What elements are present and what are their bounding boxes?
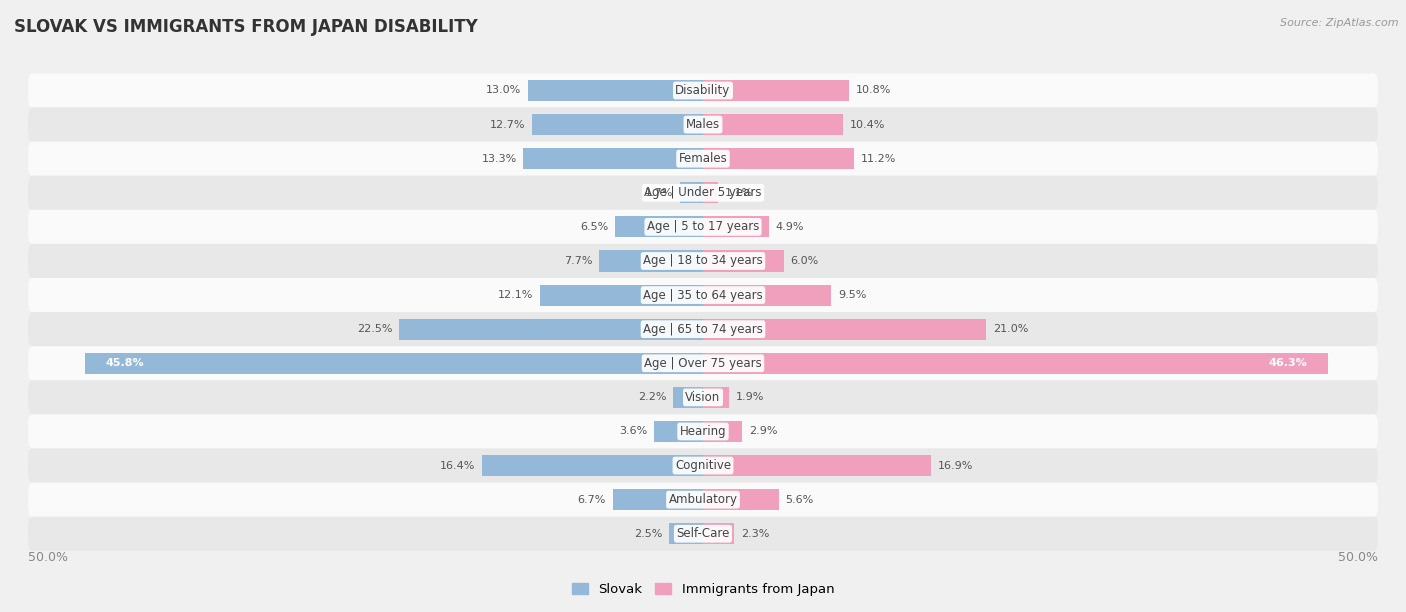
Text: 13.0%: 13.0% (485, 86, 520, 95)
Text: 1.9%: 1.9% (735, 392, 763, 402)
Text: Disability: Disability (675, 84, 731, 97)
Bar (616, 216, 703, 237)
Bar (654, 421, 703, 442)
Text: 16.9%: 16.9% (938, 461, 973, 471)
Bar (613, 489, 703, 510)
Text: Age | 5 to 17 years: Age | 5 to 17 years (647, 220, 759, 233)
Bar (703, 489, 779, 510)
Text: Age | 65 to 74 years: Age | 65 to 74 years (643, 323, 763, 335)
Text: Self-Care: Self-Care (676, 528, 730, 540)
Bar (703, 182, 718, 203)
Bar (703, 148, 855, 170)
Bar (523, 148, 703, 170)
Bar (703, 523, 734, 544)
Text: SLOVAK VS IMMIGRANTS FROM JAPAN DISABILITY: SLOVAK VS IMMIGRANTS FROM JAPAN DISABILI… (14, 18, 478, 36)
Text: 2.9%: 2.9% (749, 427, 778, 436)
Text: 13.3%: 13.3% (481, 154, 517, 163)
Bar (482, 455, 703, 476)
Bar (703, 285, 831, 305)
Text: 3.6%: 3.6% (620, 427, 648, 436)
FancyBboxPatch shape (28, 346, 1378, 380)
Text: 11.2%: 11.2% (860, 154, 896, 163)
Text: Age | 35 to 64 years: Age | 35 to 64 years (643, 289, 763, 302)
FancyBboxPatch shape (28, 176, 1378, 210)
Bar (703, 455, 931, 476)
FancyBboxPatch shape (28, 380, 1378, 414)
FancyBboxPatch shape (28, 210, 1378, 244)
Text: 10.4%: 10.4% (851, 119, 886, 130)
Text: 50.0%: 50.0% (28, 551, 67, 564)
Text: Source: ZipAtlas.com: Source: ZipAtlas.com (1281, 18, 1399, 28)
Bar (703, 216, 769, 237)
Text: 9.5%: 9.5% (838, 290, 866, 300)
Bar (540, 285, 703, 305)
Bar (399, 319, 703, 340)
Text: 22.5%: 22.5% (357, 324, 392, 334)
Text: 4.9%: 4.9% (776, 222, 804, 232)
Text: 2.2%: 2.2% (638, 392, 666, 402)
Bar (84, 353, 703, 374)
Text: 12.1%: 12.1% (498, 290, 533, 300)
Text: 5.6%: 5.6% (786, 494, 814, 505)
Bar (703, 114, 844, 135)
Text: Females: Females (679, 152, 727, 165)
Bar (703, 421, 742, 442)
Text: 1.1%: 1.1% (724, 188, 752, 198)
Legend: Slovak, Immigrants from Japan: Slovak, Immigrants from Japan (567, 578, 839, 602)
Bar (673, 387, 703, 408)
FancyBboxPatch shape (28, 141, 1378, 176)
Bar (703, 319, 987, 340)
Bar (599, 250, 703, 272)
Text: Age | 18 to 34 years: Age | 18 to 34 years (643, 255, 763, 267)
Text: Hearing: Hearing (679, 425, 727, 438)
Bar (527, 80, 703, 101)
Text: 6.5%: 6.5% (581, 222, 609, 232)
FancyBboxPatch shape (28, 312, 1378, 346)
Text: 1.7%: 1.7% (645, 188, 673, 198)
Text: Males: Males (686, 118, 720, 131)
FancyBboxPatch shape (28, 73, 1378, 108)
Text: 16.4%: 16.4% (440, 461, 475, 471)
Text: 7.7%: 7.7% (564, 256, 592, 266)
FancyBboxPatch shape (28, 244, 1378, 278)
Text: 46.3%: 46.3% (1270, 358, 1308, 368)
Text: Vision: Vision (685, 391, 721, 404)
Text: Ambulatory: Ambulatory (668, 493, 738, 506)
Text: Age | Under 5 years: Age | Under 5 years (644, 186, 762, 200)
Bar (531, 114, 703, 135)
Bar (703, 387, 728, 408)
Text: Cognitive: Cognitive (675, 459, 731, 472)
Text: 2.3%: 2.3% (741, 529, 769, 539)
FancyBboxPatch shape (28, 278, 1378, 312)
Bar (703, 250, 785, 272)
Text: 50.0%: 50.0% (1339, 551, 1378, 564)
Bar (703, 353, 1327, 374)
Text: 21.0%: 21.0% (993, 324, 1029, 334)
FancyBboxPatch shape (28, 414, 1378, 449)
Text: 10.8%: 10.8% (855, 86, 891, 95)
FancyBboxPatch shape (28, 483, 1378, 517)
FancyBboxPatch shape (28, 517, 1378, 551)
Text: 6.0%: 6.0% (790, 256, 818, 266)
Bar (669, 523, 703, 544)
Text: 12.7%: 12.7% (489, 119, 524, 130)
Text: 45.8%: 45.8% (105, 358, 143, 368)
Bar (681, 182, 703, 203)
Text: Age | Over 75 years: Age | Over 75 years (644, 357, 762, 370)
FancyBboxPatch shape (28, 449, 1378, 483)
Bar (703, 80, 849, 101)
Text: 6.7%: 6.7% (578, 494, 606, 505)
Text: 2.5%: 2.5% (634, 529, 662, 539)
FancyBboxPatch shape (28, 108, 1378, 141)
